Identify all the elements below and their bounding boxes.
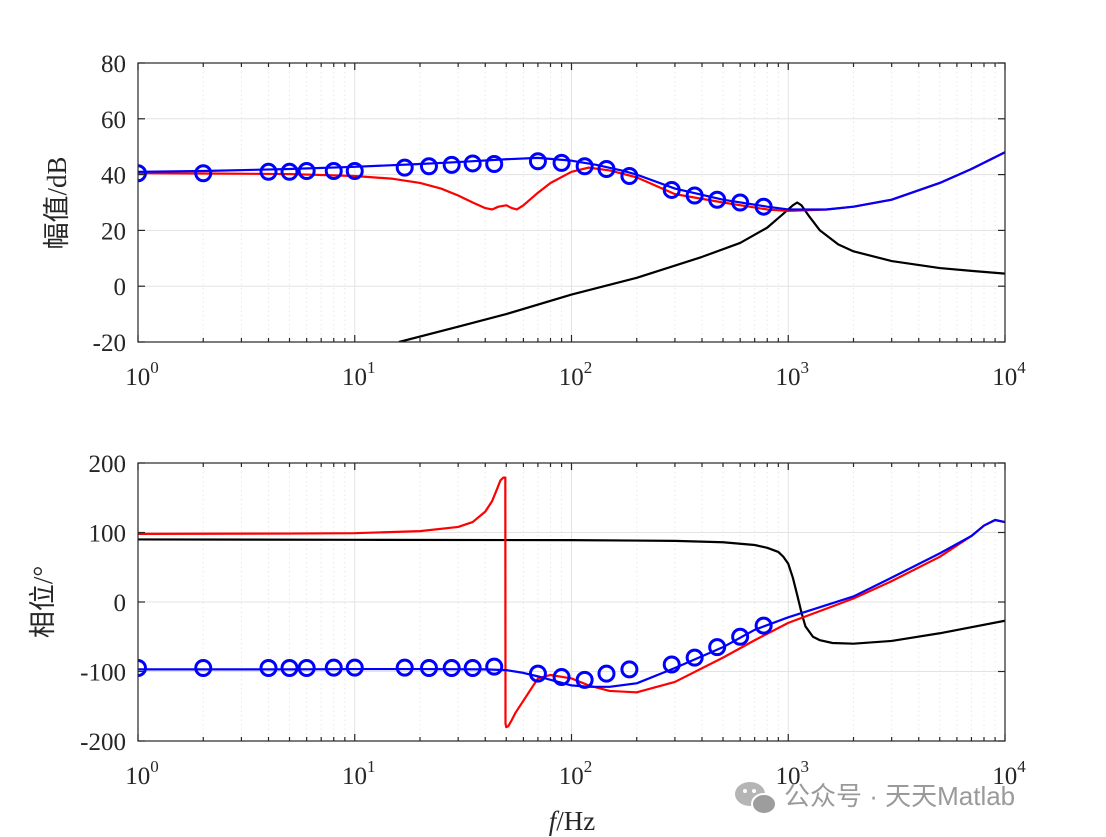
data-point <box>575 670 594 689</box>
y-tick-label: 0 <box>114 274 127 301</box>
y-tick-label: 200 <box>89 451 127 478</box>
magnitude-axes: -20 0 20 40 60 80 100 101 102 103 104 <box>93 51 1027 391</box>
series-line-1 <box>138 476 1005 729</box>
data-point <box>708 638 727 657</box>
y-tick-label: -200 <box>80 729 126 756</box>
x-tick-label: 104 <box>992 757 1026 790</box>
data-point <box>754 197 773 216</box>
watermark: 公众号 · 天天Matlab <box>735 781 1015 815</box>
data-point <box>463 154 482 173</box>
phase-xlabel: f/Hz <box>549 806 596 836</box>
data-point <box>419 157 438 176</box>
data-point <box>528 152 547 171</box>
x-tick-label: 100 <box>125 358 159 391</box>
series-line-0 <box>398 201 1005 342</box>
data-point <box>685 186 704 205</box>
data-point <box>194 164 213 183</box>
data-point <box>754 616 773 635</box>
grid <box>137 462 1006 742</box>
data-point <box>620 167 639 185</box>
x-tick-label: 104 <box>992 358 1026 391</box>
data-point <box>662 180 681 199</box>
data-point <box>708 190 727 209</box>
x-tick-label: 102 <box>559 757 593 790</box>
data-point <box>731 193 750 212</box>
y-tick-label: -100 <box>80 660 126 687</box>
wechat-icon <box>735 782 777 815</box>
data-point <box>552 153 571 172</box>
data-point <box>395 158 414 177</box>
y-tick-label: 20 <box>101 218 126 245</box>
y-tick-label: 60 <box>101 107 126 134</box>
data-point <box>138 659 147 678</box>
x-tick-label: 100 <box>125 757 159 790</box>
data-point <box>575 157 594 176</box>
y-tick-label: -20 <box>93 330 126 357</box>
x-tick-label: 101 <box>342 757 376 790</box>
magnitude-ylabel: 幅值/dB <box>42 156 72 249</box>
data-point <box>485 155 504 173</box>
data-point <box>442 659 461 678</box>
series-line-2 <box>138 518 1005 688</box>
series-line-2 <box>138 151 1005 211</box>
series-group <box>138 476 1005 729</box>
data-point <box>597 160 616 179</box>
data-point <box>395 658 414 677</box>
data-point <box>552 668 571 687</box>
data-point <box>280 659 299 678</box>
data-point <box>280 162 299 181</box>
data-point <box>485 657 504 676</box>
data-point <box>345 658 364 677</box>
data-point <box>620 660 639 679</box>
ticks: -200 -100 0 100 200 100 101 102 103 104 <box>80 451 1026 790</box>
data-point <box>259 659 278 678</box>
y-tick-label: 0 <box>114 590 127 617</box>
data-point <box>662 655 681 674</box>
data-point <box>194 659 213 678</box>
series-line-0 <box>138 538 1005 645</box>
series-group <box>138 151 1005 342</box>
data-point <box>297 161 316 180</box>
data-point <box>345 161 364 180</box>
data-point <box>597 664 616 683</box>
phase-ylabel: 相位/° <box>28 566 58 638</box>
x-tick-label: 101 <box>342 358 376 391</box>
data-point <box>463 659 482 678</box>
data-point <box>685 648 704 667</box>
y-tick-label: 40 <box>101 163 126 190</box>
data-point <box>442 155 461 174</box>
watermark-text: 公众号 · 天天Matlab <box>784 781 1015 811</box>
x-tick-label: 102 <box>559 358 593 391</box>
y-tick-label: 80 <box>101 51 126 78</box>
phase-axes: -200 -100 0 100 200 100 101 102 103 104 <box>80 451 1026 790</box>
x-tick-label: 103 <box>776 757 810 790</box>
y-tick-label: 100 <box>89 521 127 548</box>
x-tick-label: 103 <box>776 358 810 391</box>
data-point <box>324 161 343 180</box>
data-point <box>731 627 750 646</box>
data-point <box>419 659 438 678</box>
ticks: -20 0 20 40 60 80 100 101 102 103 104 <box>93 51 1027 391</box>
data-point <box>528 664 547 683</box>
data-point <box>297 659 316 678</box>
data-point <box>324 658 343 677</box>
data-point <box>259 162 278 181</box>
data-point <box>138 164 147 183</box>
